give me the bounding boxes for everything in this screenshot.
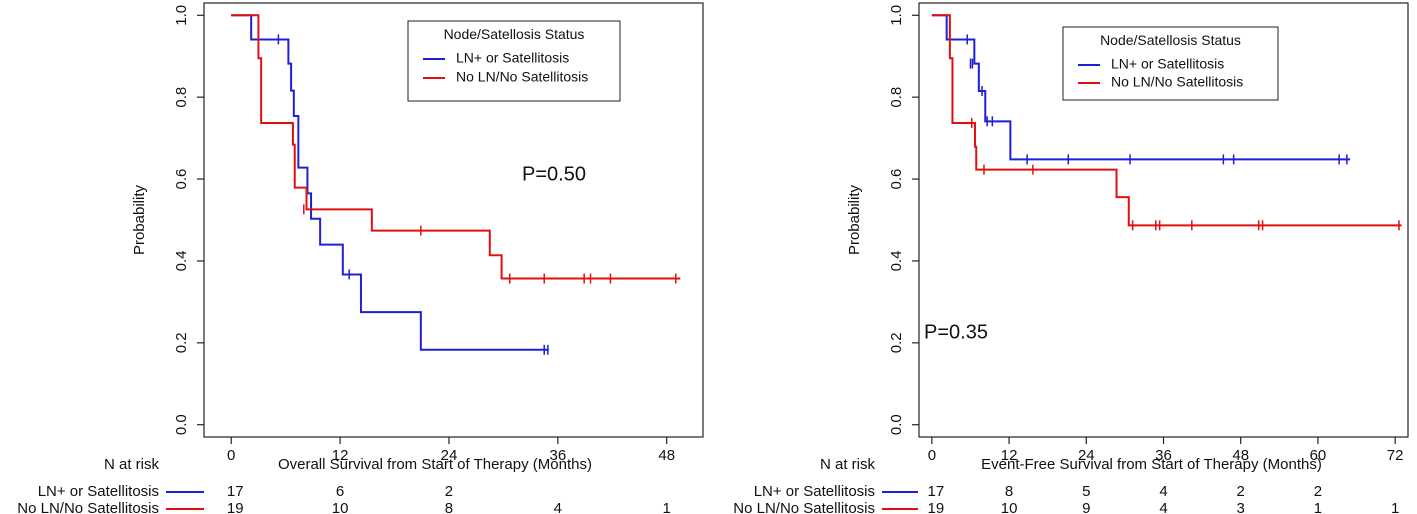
- y-tick-label: 0.0: [173, 414, 190, 435]
- y-tick-label: 0.6: [173, 169, 190, 190]
- risk-count: 2: [1237, 483, 1245, 500]
- risk-row-label: No LN/No Satellitosis: [733, 500, 875, 514]
- y-axis-title: Probability: [846, 184, 863, 255]
- x-tick-label: 12: [1001, 447, 1018, 464]
- series-ln-positive: [231, 14, 549, 355]
- survival-curve: [231, 14, 681, 280]
- risk-count: 8: [445, 500, 453, 514]
- legend-title: Node/Satellosis Status: [444, 26, 585, 42]
- legend-label: No LN/No Satellitosis: [1111, 74, 1243, 90]
- y-tick-label: 0.2: [888, 332, 905, 353]
- chart-panel-2: 0.00.20.40.60.81.00 12 24 36 48 60 72Probabili…: [733, 2, 1409, 514]
- x-tick-label: 48: [1232, 447, 1249, 464]
- risk-count: 3: [1237, 500, 1245, 514]
- risk-count: 9: [1082, 500, 1090, 514]
- survival-curve: [231, 14, 549, 351]
- y-tick-label: 0.8: [888, 87, 905, 108]
- x-tick-label: 0: [227, 447, 235, 464]
- risk-count: 4: [554, 500, 562, 514]
- y-tick-label: 0.4: [888, 251, 905, 272]
- legend-label: LN+ or Satellitosis: [456, 50, 569, 66]
- risk-count: 1: [1391, 500, 1399, 514]
- x-tick-label: 24: [441, 447, 458, 464]
- risk-table-header: N at risk: [820, 456, 876, 473]
- risk-count: 10: [332, 500, 349, 514]
- x-tick-label: 36: [1155, 447, 1172, 464]
- risk-count: 1: [663, 500, 671, 514]
- survival-curve: [931, 14, 1351, 161]
- risk-table: N at risk LN+ or Satellitosis 17 8 5 4 2 2 No LN…: [733, 456, 1399, 514]
- p-value-annotation: P=0.35: [924, 321, 988, 343]
- risk-table: N at risk LN+ or Satellitosis 17 6 2 No LN/No…: [17, 456, 671, 514]
- risk-count: 5: [1082, 483, 1090, 500]
- legend-label: LN+ or Satellitosis: [1111, 56, 1224, 72]
- survival-curve: [931, 14, 1402, 227]
- series-no-ln: [931, 14, 1402, 231]
- x-axis-title: Event-Free Survival from Start of Therap…: [981, 456, 1322, 473]
- risk-row-label: LN+ or Satellitosis: [38, 483, 159, 500]
- x-tick-label: 12: [332, 447, 349, 464]
- y-axis-title: Probability: [131, 184, 148, 255]
- legend-box: [1062, 26, 1279, 101]
- risk-count: 2: [1314, 483, 1322, 500]
- risk-count: 1: [1314, 500, 1322, 514]
- risk-count: 19: [928, 500, 945, 514]
- legend: Node/Satellosis Status LN+ or Satellitosi…: [1062, 26, 1279, 101]
- risk-row-label: LN+ or Satellitosis: [754, 483, 875, 500]
- risk-count: 8: [1005, 483, 1013, 500]
- y-tick-label: 0.8: [173, 87, 190, 108]
- y-tick-label: 0.0: [888, 414, 905, 435]
- x-tick-label: 72: [1387, 447, 1404, 464]
- risk-row-label: No LN/No Satellitosis: [17, 500, 159, 514]
- y-tick-label: 1.0: [888, 5, 905, 26]
- chart-panel-1: 0.00.20.40.60.81.00 12 24 36 48ProbabilityOv…: [17, 2, 704, 514]
- risk-count: 2: [445, 483, 453, 500]
- series-no-ln: [231, 14, 681, 284]
- risk-count: 17: [227, 483, 244, 500]
- x-tick-label: 48: [658, 447, 675, 464]
- y-tick-label: 0.2: [173, 332, 190, 353]
- risk-count: 4: [1159, 500, 1167, 514]
- x-tick-label: 36: [549, 447, 566, 464]
- risk-count: 19: [227, 500, 244, 514]
- y-tick-label: 1.0: [173, 5, 190, 26]
- x-tick-label: 24: [1078, 447, 1095, 464]
- legend: Node/Satellosis Status LN+ or Satellitosi…: [407, 20, 621, 102]
- risk-count: 4: [1159, 483, 1167, 500]
- x-axis-title: Overall Survival from Start of Therapy (…: [278, 456, 592, 473]
- plot-frame: [203, 2, 704, 438]
- risk-count: 10: [1001, 500, 1018, 514]
- legend-label: No LN/No Satellitosis: [456, 69, 588, 85]
- legend-title: Node/Satellosis Status: [1100, 32, 1241, 48]
- risk-table-header: N at risk: [104, 456, 160, 473]
- y-tick-label: 0.4: [173, 251, 190, 272]
- legend-box: [407, 20, 621, 102]
- series-ln-positive: [931, 14, 1351, 165]
- x-tick-label: 60: [1310, 447, 1327, 464]
- risk-count: 6: [336, 483, 344, 500]
- x-tick-label: 0: [928, 447, 936, 464]
- risk-count: 17: [928, 483, 945, 500]
- p-value-annotation: P=0.50: [522, 163, 586, 185]
- y-tick-label: 0.6: [888, 169, 905, 190]
